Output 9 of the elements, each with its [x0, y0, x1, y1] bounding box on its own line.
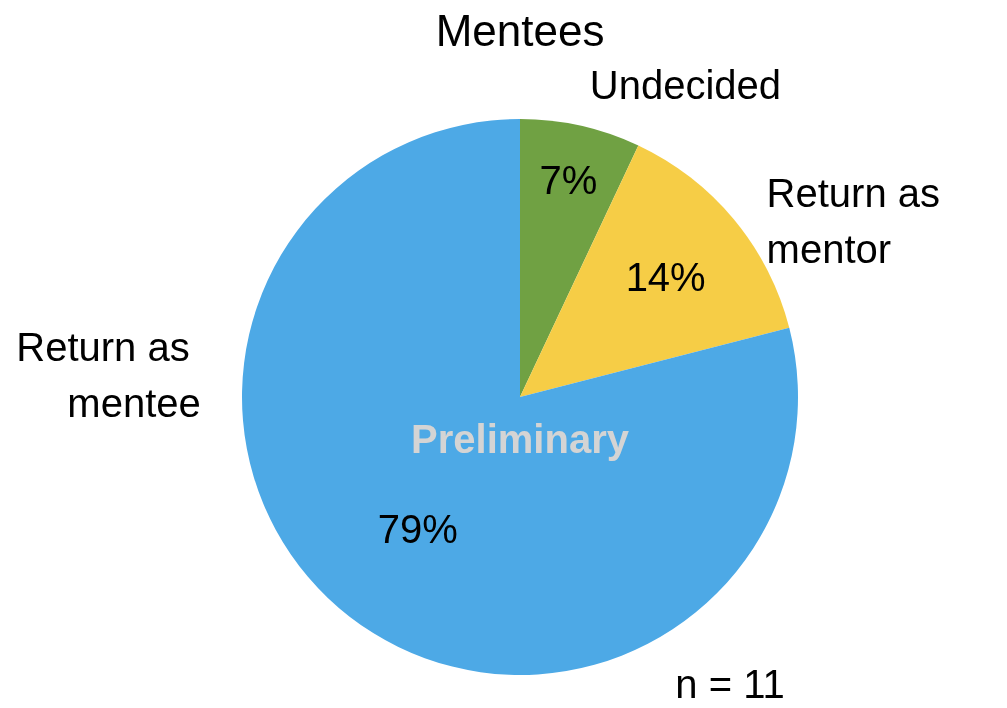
data-label: 7%: [539, 157, 598, 202]
slice-label: Return as mentor: [766, 171, 952, 272]
slice-label: Return as mentee: [16, 324, 201, 425]
chart-title: Mentees: [435, 5, 605, 55]
text: n = 11: [675, 662, 785, 706]
text: Preliminary: [411, 416, 630, 461]
data-label: 14%: [625, 254, 706, 299]
slice-label: Undecided: [589, 62, 782, 107]
data-label: 79%: [377, 506, 458, 551]
